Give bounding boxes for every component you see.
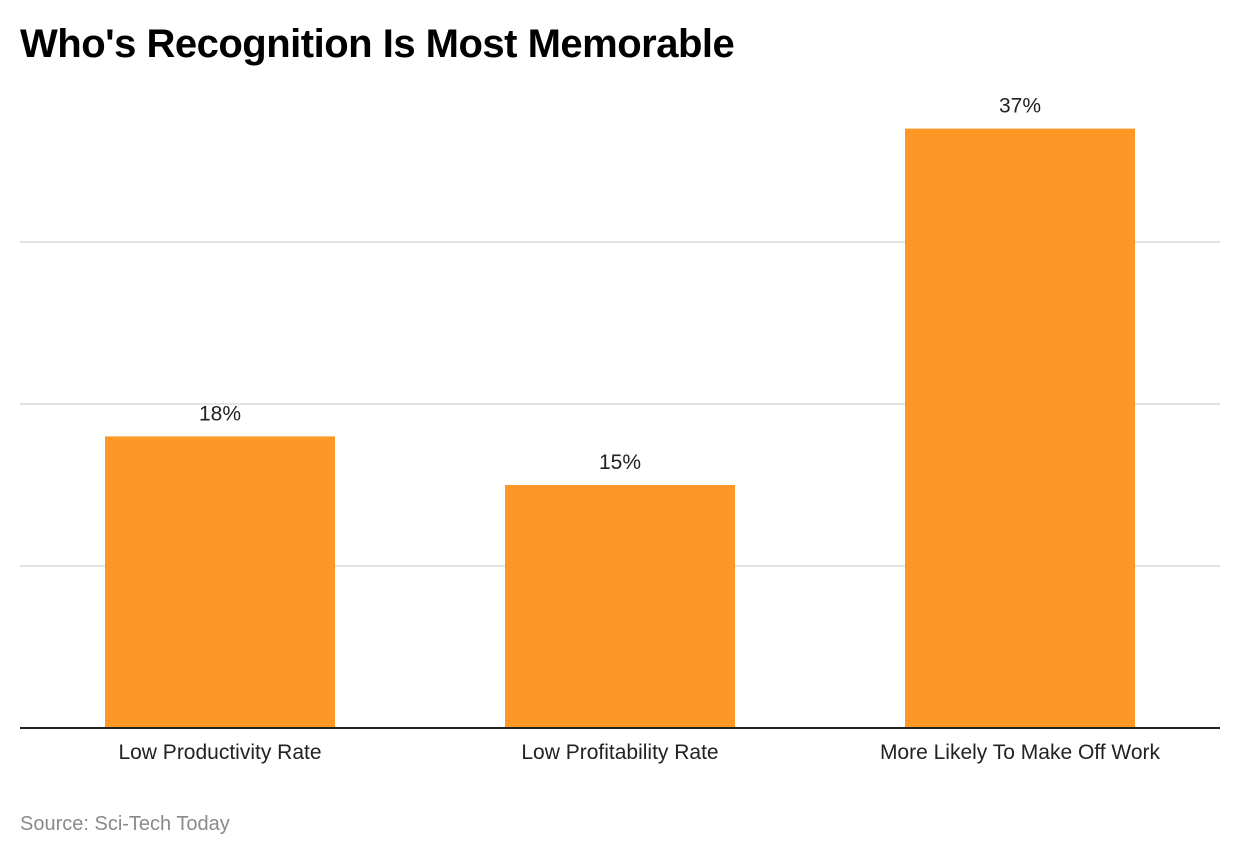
x-tick-label: Low Productivity Rate (118, 741, 321, 764)
bar (905, 128, 1135, 729)
data-label: 18% (199, 402, 241, 425)
data-labels: 18% 15% 37% (199, 95, 1041, 474)
data-label: 15% (599, 451, 641, 474)
bar (505, 485, 735, 728)
chart-title: Who's Recognition Is Most Memorable (20, 22, 735, 66)
source-note: Source: Sci-Tech Today (20, 813, 230, 835)
bars (105, 128, 1135, 729)
x-tick-labels: Low Productivity Rate Low Profitability R… (118, 741, 1160, 764)
data-label: 37% (999, 95, 1041, 118)
x-tick-label: More Likely To Make Off Work (880, 741, 1161, 764)
bar (105, 436, 335, 728)
x-tick-label: Low Profitability Rate (521, 741, 718, 764)
